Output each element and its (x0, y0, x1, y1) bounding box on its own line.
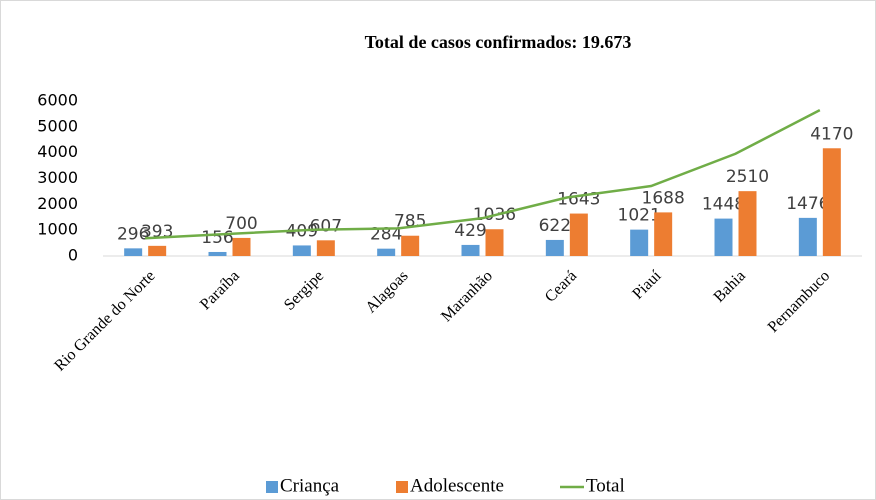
y-tick-label: 5000 (37, 116, 78, 135)
bar (822, 148, 841, 256)
bar (148, 245, 167, 256)
y-tick-label: 1000 (37, 220, 78, 239)
bar (124, 248, 143, 256)
chart-title: Total de casos confirmados: 19.673 (365, 32, 632, 52)
bar (630, 229, 649, 256)
bar (377, 248, 396, 256)
y-tick-label: 3000 (37, 168, 78, 187)
legend-swatch (266, 481, 278, 493)
y-tick-label: 2000 (37, 194, 78, 213)
legend-label: Total (586, 475, 625, 496)
data-label: 429 (454, 221, 486, 241)
bar (654, 212, 673, 256)
data-label: 1021 (618, 206, 661, 226)
data-label: 4170 (810, 124, 853, 144)
data-label: 1448 (702, 195, 745, 215)
line (145, 109, 821, 240)
data-label: 622 (539, 216, 571, 236)
y-tick-label: 0 (68, 246, 78, 265)
data-label: 607 (310, 216, 342, 236)
legend-label: Criança (280, 475, 340, 496)
bar (714, 218, 733, 256)
legend-swatch (396, 481, 408, 493)
bar (208, 251, 227, 256)
data-label: 1476 (786, 194, 829, 214)
bar (485, 229, 504, 256)
data-label: 1688 (642, 188, 685, 208)
bar (798, 217, 817, 256)
bar (292, 245, 311, 256)
data-label: 2510 (726, 167, 769, 187)
bar (738, 191, 757, 256)
bar (569, 213, 588, 256)
bar (461, 244, 480, 256)
y-tick-label: 6000 (37, 91, 78, 110)
data-label: 296 (117, 224, 149, 244)
bar (401, 235, 420, 256)
bar (545, 239, 564, 256)
legend-label: Adolescente (410, 475, 504, 496)
data-label: 700 (225, 214, 257, 234)
bar (316, 240, 335, 256)
bar (232, 237, 251, 256)
y-tick-label: 4000 (37, 142, 78, 161)
